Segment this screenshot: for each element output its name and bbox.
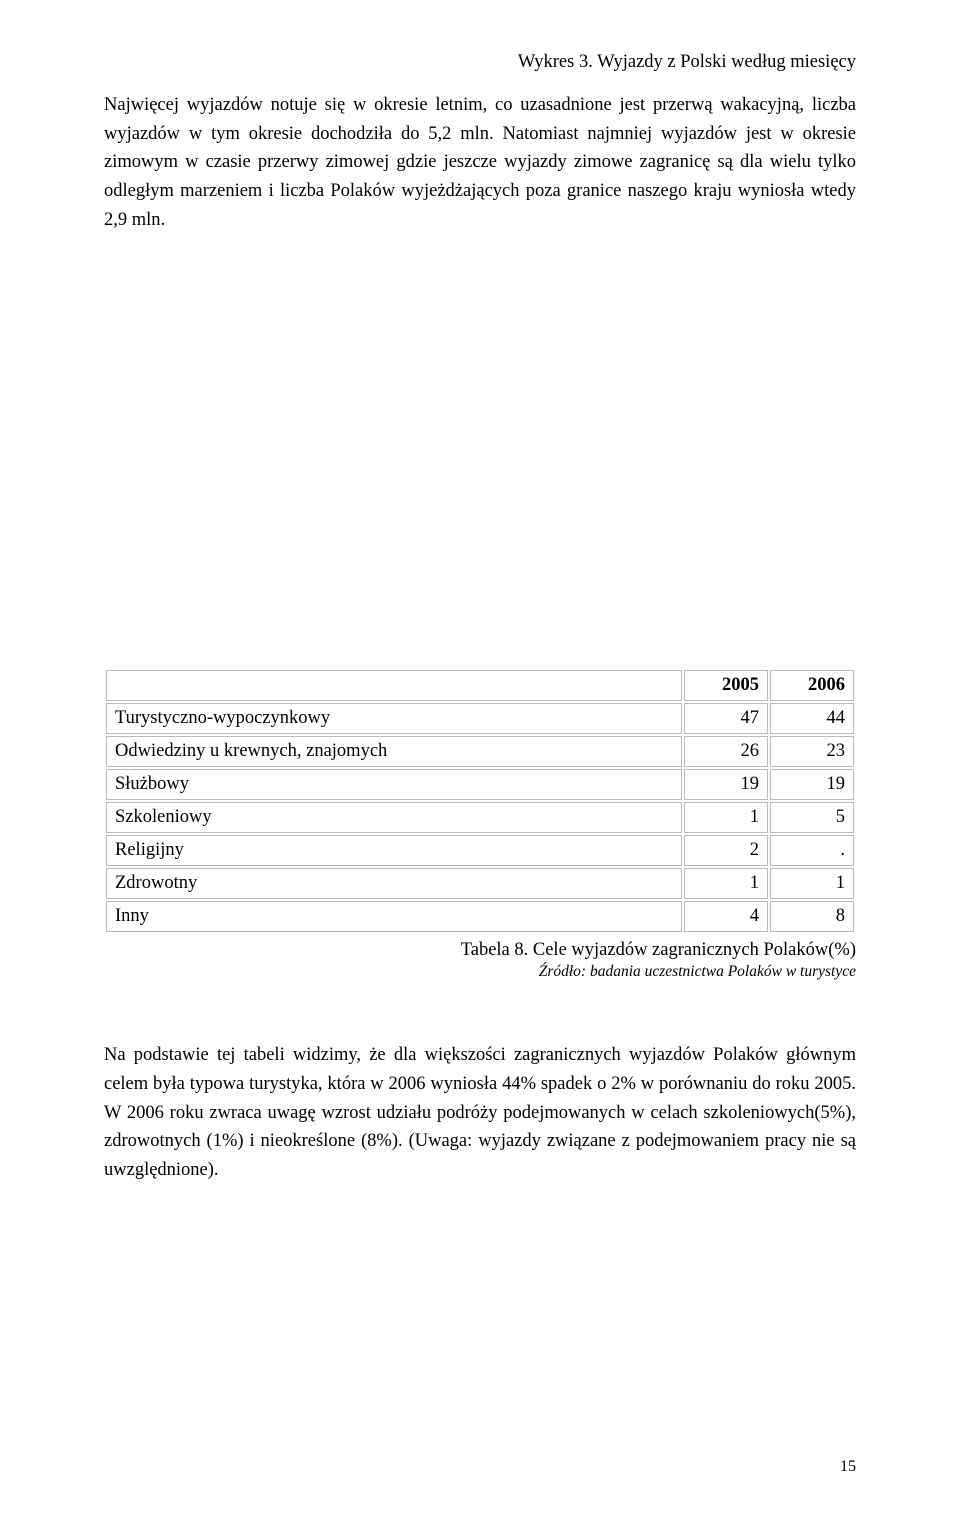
table-cell-2006: 5 (770, 802, 854, 833)
table-header-2005: 2005 (684, 670, 768, 701)
paragraph-1: Najwięcej wyjazdów notuje się w okresie … (104, 91, 856, 234)
page-number: 15 (840, 1458, 856, 1476)
table-row: Zdrowotny 1 1 (106, 868, 854, 899)
table-header-row: 2005 2006 (106, 670, 854, 701)
table-header-blank (106, 670, 682, 701)
table-cell-label: Służbowy (106, 769, 682, 800)
table-cell-label: Szkoleniowy (106, 802, 682, 833)
table-cell-label: Turystyczno-wypoczynkowy (106, 703, 682, 734)
table-cell-2005: 19 (684, 769, 768, 800)
paragraph-2: Na podstawie tej tabeli widzimy, że dla … (104, 1041, 856, 1184)
table-row: Inny 4 8 (106, 901, 854, 932)
trip-purpose-table: 2005 2006 Turystyczno-wypoczynkowy 47 44… (104, 668, 856, 934)
table-cell-2005: 4 (684, 901, 768, 932)
table-cell-label: Zdrowotny (106, 868, 682, 899)
table-cell-2005: 47 (684, 703, 768, 734)
chart-heading: Wykres 3. Wyjazdy z Polski według miesię… (104, 52, 856, 73)
table-source: Źródło: badania uczestnictwa Polaków w t… (104, 963, 856, 981)
table-cell-2005: 1 (684, 868, 768, 899)
table-cell-2006: 1 (770, 868, 854, 899)
table-cell-2006: 44 (770, 703, 854, 734)
table-row: Religijny 2 . (106, 835, 854, 866)
table-row: Szkoleniowy 1 5 (106, 802, 854, 833)
page: Wykres 3. Wyjazdy z Polski według miesię… (0, 0, 960, 1526)
chart-placeholder (104, 248, 856, 668)
table-row: Odwiedziny u krewnych, znajomych 26 23 (106, 736, 854, 767)
table-cell-label: Religijny (106, 835, 682, 866)
table-cell-label: Odwiedziny u krewnych, znajomych (106, 736, 682, 767)
table-cell-2006: 19 (770, 769, 854, 800)
table-cell-2005: 2 (684, 835, 768, 866)
table-cell-2006: 23 (770, 736, 854, 767)
table-cell-2006: . (770, 835, 854, 866)
table-cell-2006: 8 (770, 901, 854, 932)
table-caption: Tabela 8. Cele wyjazdów zagranicznych Po… (104, 940, 856, 961)
table-cell-2005: 26 (684, 736, 768, 767)
table-row: Turystyczno-wypoczynkowy 47 44 (106, 703, 854, 734)
table-cell-label: Inny (106, 901, 682, 932)
table-header-2006: 2006 (770, 670, 854, 701)
table-row: Służbowy 19 19 (106, 769, 854, 800)
table-cell-2005: 1 (684, 802, 768, 833)
